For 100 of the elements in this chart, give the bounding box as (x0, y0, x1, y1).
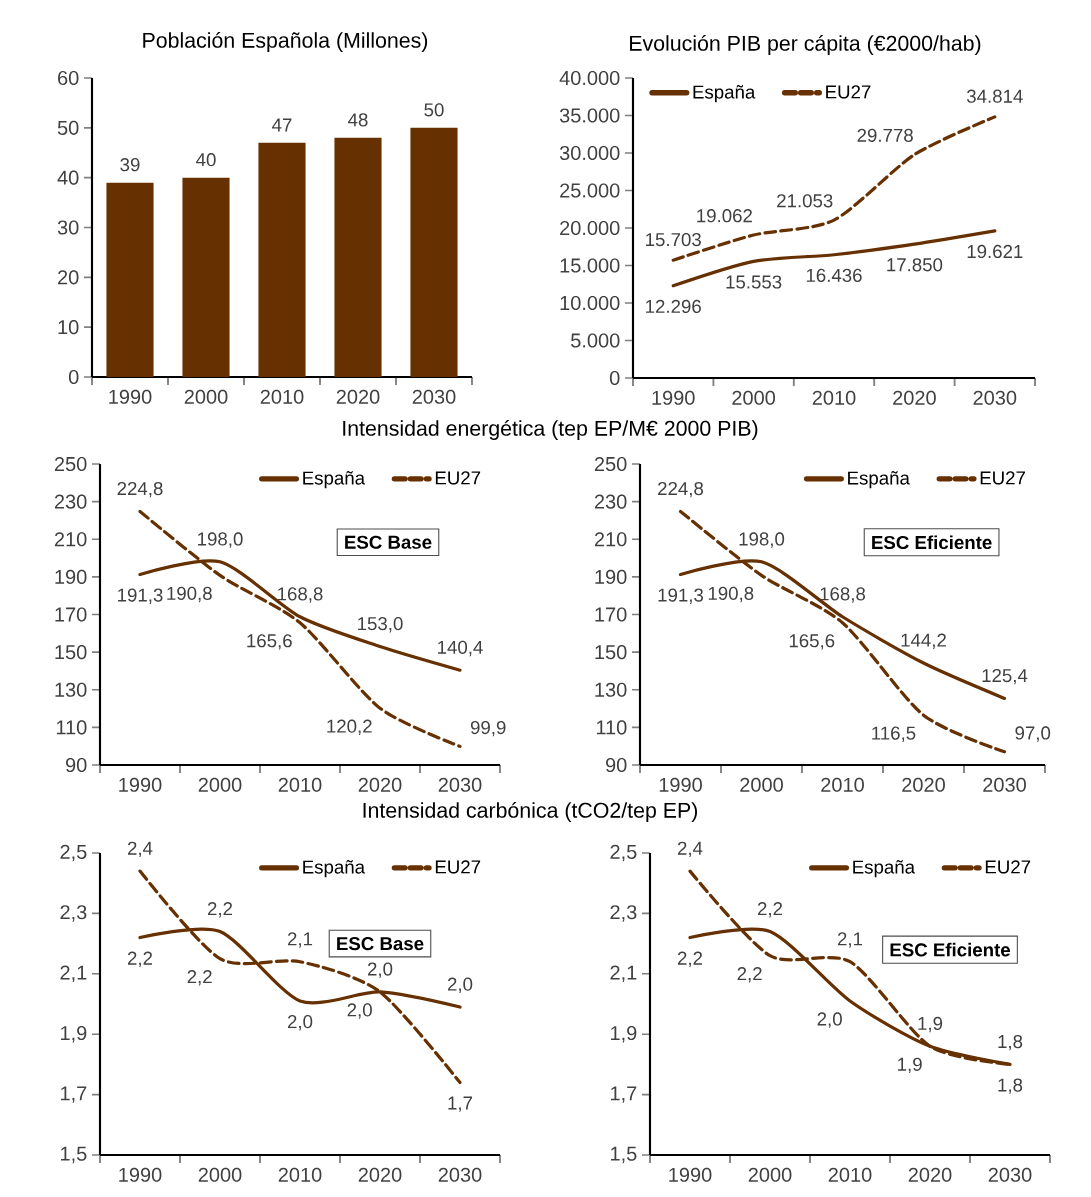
y-tick-label: 30 (57, 220, 79, 235)
y-tick-label: 10 (58, 320, 79, 335)
y-tick-label: 130 (595, 682, 627, 697)
x-tick-label: 2030 (983, 777, 1026, 792)
data-label: 120,2 (327, 719, 372, 735)
data-label: 2,1 (287, 932, 313, 948)
data-label: 1,9 (918, 1016, 943, 1033)
data-label: 198,0 (198, 532, 243, 548)
bar (258, 142, 306, 377)
chart-title: Evolución PIB per cápita (€2000/hab) (630, 34, 981, 56)
y-tick-label: 2,1 (60, 965, 87, 983)
y-tick-label: 190 (55, 569, 87, 584)
data-label: 168,8 (820, 587, 866, 603)
y-tick-label: 1,5 (61, 1146, 87, 1164)
data-label: 1,8 (998, 1078, 1023, 1094)
data-label: 2,2 (677, 951, 703, 968)
x-tick-label: 2000 (740, 777, 783, 792)
x-tick-label: 2020 (902, 777, 945, 792)
data-label: 48 (348, 113, 368, 127)
data-label: 50 (424, 103, 444, 117)
legend-label: EU27 (435, 471, 481, 485)
y-tick-label: 2,3 (610, 905, 637, 922)
y-tick-label: 60 (58, 70, 79, 86)
x-tick-label: 2020 (358, 1167, 402, 1182)
data-label: 140,4 (438, 640, 483, 657)
y-tick-label: 0 (68, 369, 79, 385)
y-tick-label: 2,3 (60, 905, 87, 922)
bar (410, 127, 458, 377)
y-tick-label: 90 (605, 757, 627, 773)
data-label: 168,8 (278, 587, 323, 603)
y-tick-label: 230 (54, 494, 87, 509)
y-tick-label: 1,7 (61, 1086, 87, 1103)
legend-label: EU27 (826, 85, 871, 99)
data-label: 190,8 (708, 586, 754, 603)
legend-label: España (693, 85, 756, 103)
data-label: 165,6 (789, 634, 835, 650)
y-tick-label: 0 (609, 370, 620, 386)
data-label: 2,2 (737, 967, 762, 983)
y-tick-label: 1,9 (611, 1025, 637, 1043)
y-tick-label: 40 (57, 170, 79, 185)
x-tick-label: 2030 (438, 1167, 482, 1182)
y-tick-label: 170 (595, 607, 627, 622)
x-tick-label: 2000 (198, 1167, 242, 1182)
bar (334, 137, 382, 377)
bar (106, 182, 154, 377)
y-tick-label: 1,5 (611, 1146, 637, 1164)
x-tick-label: 2000 (748, 1167, 792, 1182)
data-label: 2,2 (187, 970, 212, 986)
y-tick-label: 1,9 (61, 1025, 87, 1043)
y-tick-label: 5.000 (571, 333, 620, 348)
annotation: ESC Base (337, 936, 424, 951)
legend-label: España (853, 860, 916, 878)
legend-label: España (303, 860, 366, 878)
data-label: 2,4 (677, 841, 703, 858)
y-tick-label: 1,7 (611, 1086, 637, 1103)
text: Intensidad energética (tep EP/M€ 2000 PIB) (343, 419, 758, 441)
data-label: 165,6 (247, 634, 292, 650)
y-tick-label: 90 (65, 757, 87, 773)
data-label: 153,0 (358, 617, 403, 633)
data-label: 198,0 (739, 532, 785, 548)
y-tick-label: 170 (55, 607, 87, 622)
y-tick-label: 50 (57, 120, 79, 135)
y-tick-label: 210 (54, 532, 87, 547)
y-tick-label: 40.000 (559, 70, 620, 86)
x-tick-label: 2010 (278, 777, 322, 792)
data-label: 191,3 (658, 588, 704, 604)
legend-label: EU27 (435, 860, 481, 874)
x-tick-label: 2010 (821, 777, 864, 792)
data-label: 2,2 (207, 902, 233, 918)
x-tick-label: 1990 (119, 1167, 162, 1182)
legend-label: España (303, 471, 366, 489)
x-tick-label: 1990 (669, 1167, 712, 1182)
data-label: 29.778 (857, 128, 913, 142)
data-label: 1,9 (898, 1057, 922, 1074)
x-tick-label: 2010 (812, 390, 856, 405)
y-tick-label: 150 (55, 645, 87, 660)
data-label: 2,0 (287, 1015, 313, 1031)
legend-label: España (848, 471, 910, 489)
y-tick-label: 20.000 (560, 220, 620, 236)
x-tick-label: 2020 (336, 389, 380, 404)
chart-title: Población Española (Millones) (143, 31, 428, 53)
x-tick-label: 1990 (119, 777, 162, 792)
x-tick-label: 2030 (988, 1167, 1032, 1182)
y-tick-label: 30.000 (559, 145, 620, 161)
data-label: 224,8 (117, 481, 163, 498)
data-label: 21.053 (777, 194, 833, 208)
data-label: 190,8 (167, 586, 212, 603)
data-label: 125,4 (982, 668, 1028, 685)
data-label: 17.850 (887, 258, 943, 272)
data-label: 2,4 (127, 841, 153, 858)
data-label: 15.703 (646, 232, 701, 247)
data-label: 99,9 (470, 720, 506, 737)
x-tick-label: 2010 (260, 389, 304, 404)
data-label: 2,0 (367, 962, 393, 978)
data-label: 12.296 (646, 299, 701, 314)
data-label: 40 (196, 153, 216, 167)
x-tick-label: 2000 (184, 389, 228, 404)
bar (182, 177, 230, 377)
data-label: 19.621 (967, 244, 1023, 259)
data-label: 224,8 (658, 481, 704, 498)
